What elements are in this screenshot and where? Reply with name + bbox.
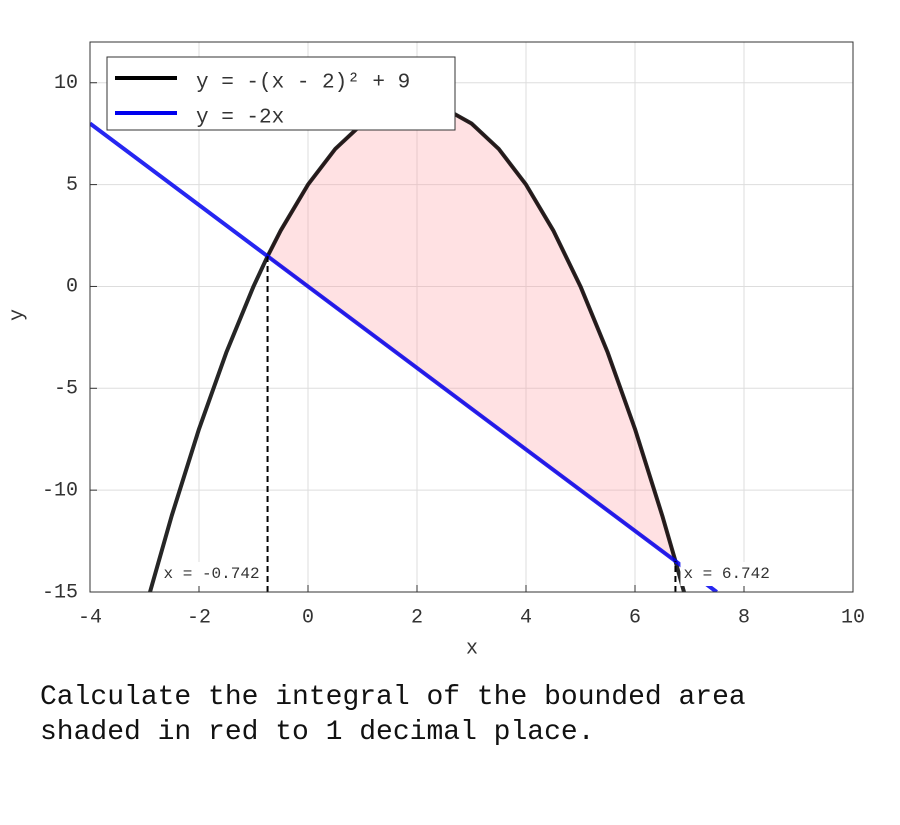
y-tick-label: -10 — [42, 479, 78, 502]
y-tick-label: -5 — [54, 378, 78, 401]
x-tick-label: 8 — [738, 606, 750, 629]
shaded-area — [266, 102, 677, 564]
y-axis-label: y — [6, 309, 29, 321]
x-tick-label: 2 — [411, 606, 423, 629]
legend: y = -(x - 2)² + 9 y = -2x — [106, 56, 456, 131]
y-tick-label: 5 — [66, 174, 78, 197]
question: Calculate the integral of the bounded ar… — [40, 680, 746, 750]
annotation-label: x = 6.742 — [683, 565, 769, 583]
annotation-label: x = -0.742 — [164, 565, 260, 583]
y-tick-label: 0 — [66, 276, 78, 299]
x-tick-label: -4 — [78, 606, 102, 629]
x-tick-label: 4 — [520, 606, 532, 629]
y-tick-label: 10 — [54, 72, 78, 95]
chart: x y -4 -2 0 2 4 6 8 10 -15 -10 -5 0 5 10 x = -0.742 x =… — [6, 41, 865, 660]
plot-frame — [89, 41, 854, 593]
x-tick-label: -2 — [187, 606, 211, 629]
question-line: shaded in red to 1 decimal place. — [40, 717, 595, 748]
annotation-bg — [680, 562, 773, 586]
series-line — [90, 121, 718, 592]
legend-box — [106, 56, 456, 131]
x-tick-label: 10 — [841, 606, 865, 629]
x-tick-label: 0 — [302, 606, 314, 629]
annotation-bg — [160, 562, 263, 586]
question-line: Calculate the integral of the bounded ar… — [40, 682, 746, 713]
y-tick-label: -15 — [42, 581, 78, 604]
legend-label: y = -(x - 2)² + 9 — [196, 72, 410, 95]
legend-label: y = -2x — [196, 107, 284, 130]
x-axis-label: x — [466, 637, 478, 660]
plot-area — [90, 101, 718, 592]
x-tick-label: 6 — [629, 606, 641, 629]
